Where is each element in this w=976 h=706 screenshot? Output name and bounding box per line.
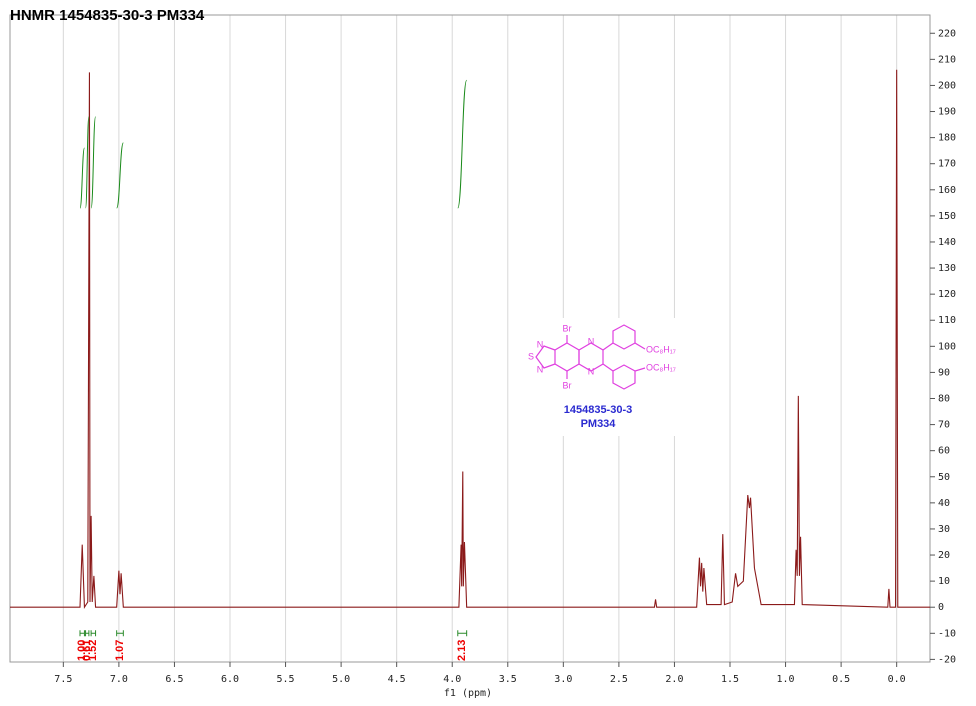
y-tick-label: 170	[938, 159, 956, 170]
integral-label: 0.61	[81, 640, 93, 661]
inset-background	[525, 318, 688, 436]
atom-label: Br	[563, 323, 572, 333]
y-tick-label: 80	[938, 394, 950, 405]
spectrum-line	[10, 69, 930, 609]
y-tick-label: 20	[938, 550, 950, 561]
x-tick-label: 4.0	[443, 674, 461, 685]
x-tick-label: 1.5	[721, 674, 739, 685]
integral-label: 1.52	[87, 640, 99, 661]
integral-label: 1.07	[114, 640, 126, 661]
x-tick-label: 3.0	[554, 674, 572, 685]
x-tick-label: 2.5	[610, 674, 628, 685]
y-tick-label: -10	[938, 628, 956, 639]
integral-bracket	[90, 630, 97, 637]
y-tick-label: 120	[938, 289, 956, 300]
x-tick-label: 6.5	[165, 674, 183, 685]
y-tick-label: -20	[938, 654, 956, 665]
integral-bracket	[457, 630, 468, 637]
y-tick-label: 150	[938, 211, 956, 222]
x-tick-label: 4.5	[388, 674, 406, 685]
y-tick-label: 180	[938, 133, 956, 144]
substituent-label: OC₈H₁₇	[646, 344, 676, 354]
x-tick-label: 0.5	[832, 674, 850, 685]
y-tick-label: 0	[938, 602, 944, 613]
y-tick-label: 130	[938, 263, 956, 274]
x-tick-label: 0.0	[888, 674, 906, 685]
y-tick-label: 220	[938, 28, 956, 39]
integral-curve	[90, 116, 97, 209]
x-tick-label: 7.5	[54, 674, 72, 685]
y-tick-label: 200	[938, 80, 956, 91]
integral-bracket	[85, 630, 90, 637]
substituent-label: OC₈H₁₇	[646, 362, 676, 372]
x-tick-label: 6.0	[221, 674, 239, 685]
molecule	[535, 324, 646, 390]
x-tick-label: 1.0	[777, 674, 795, 685]
atom-label: N	[537, 339, 544, 349]
structure-inset: Br N S N N N Br OC₈H₁₇ OC₈H₁₇ 1454835-30…	[525, 318, 688, 436]
y-tick-label: 110	[938, 315, 956, 326]
y-tick-label: 140	[938, 237, 956, 248]
x-tick-label: 5.5	[277, 674, 295, 685]
y-tick-label: 10	[938, 576, 950, 587]
x-tick-label: 2.0	[665, 674, 683, 685]
atom-label: Br	[563, 380, 572, 390]
y-tick-label: 100	[938, 341, 956, 352]
integral-bracket	[79, 630, 85, 637]
y-tick-label: 210	[938, 54, 956, 65]
chart-title: HNMR 1454835-30-3 PM334	[10, 7, 205, 24]
plot-frame	[9, 14, 931, 663]
atom-label: N	[588, 336, 595, 346]
x-tick-label: 3.5	[499, 674, 517, 685]
x-tick-label: 5.0	[332, 674, 350, 685]
integral-curve	[116, 142, 124, 209]
integral-label: 1.00	[76, 640, 88, 661]
integral-curve	[79, 147, 85, 209]
x-axis-label: f1 (ppm)	[444, 688, 492, 699]
integral-curve	[85, 116, 90, 209]
compound-id: 1454835-30-3	[564, 404, 633, 416]
y-tick-label: 160	[938, 185, 956, 196]
y-tick-label: 90	[938, 367, 950, 378]
compound-code: PM334	[581, 418, 617, 430]
grid	[62, 15, 898, 662]
atom-label: N	[537, 364, 544, 374]
y-tick-label: 60	[938, 446, 950, 457]
y-tick-label: 30	[938, 524, 950, 535]
y-tick-label: 190	[938, 107, 956, 118]
y-tick-label: 50	[938, 472, 950, 483]
y-tick-label: 40	[938, 498, 950, 509]
x-tick-label: 7.0	[110, 674, 128, 685]
atom-label: S	[528, 351, 534, 361]
atom-label: N	[588, 366, 595, 376]
integral-curve	[457, 79, 468, 209]
y-tick-label: 70	[938, 420, 950, 431]
integral-label: 2.13	[456, 640, 468, 661]
integral-bracket	[116, 630, 124, 637]
